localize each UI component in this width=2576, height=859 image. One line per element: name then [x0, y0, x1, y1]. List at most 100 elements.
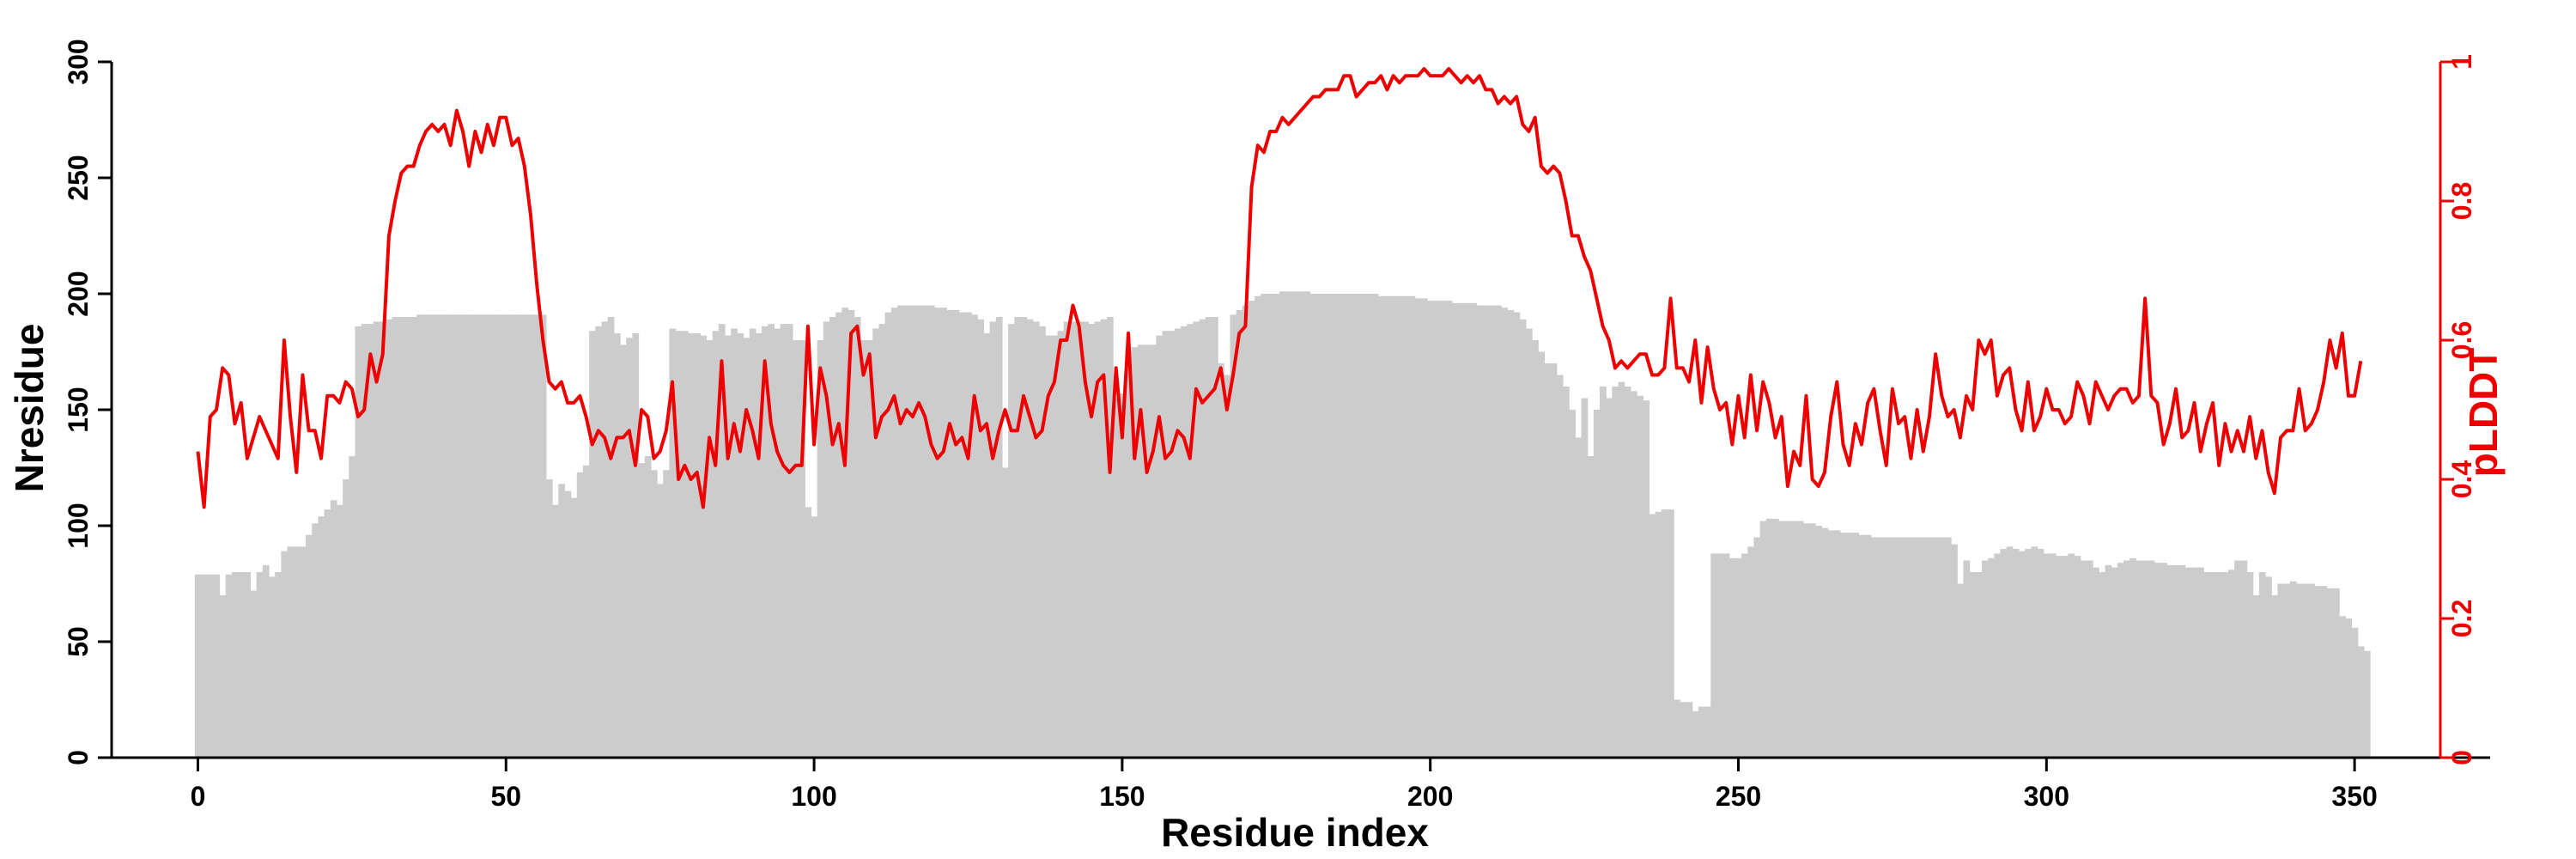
bar — [1957, 583, 1965, 758]
bar — [1144, 344, 1151, 758]
bar — [786, 324, 793, 758]
bar — [545, 479, 553, 758]
bar — [799, 340, 805, 758]
bar — [2203, 572, 2211, 758]
bar — [977, 319, 985, 758]
bar — [1821, 527, 1829, 758]
bar — [386, 319, 393, 758]
bar — [644, 456, 652, 758]
bar — [447, 314, 454, 758]
x-tick-label: 350 — [2331, 781, 2377, 812]
bar — [589, 331, 596, 758]
bar — [1876, 537, 1884, 758]
bar — [1414, 298, 1422, 758]
bar — [1895, 537, 1903, 758]
bar — [2142, 560, 2149, 758]
bar — [669, 328, 677, 758]
bar — [1488, 305, 1496, 758]
bar — [1864, 534, 1872, 758]
bar — [681, 331, 689, 758]
bar — [805, 507, 812, 758]
bar — [1377, 295, 1385, 758]
bar — [1476, 305, 1484, 758]
bar — [2252, 595, 2260, 758]
bar — [1396, 295, 1404, 758]
bar — [1975, 572, 1983, 758]
bar — [1482, 305, 1490, 758]
bar — [275, 572, 282, 758]
bar — [718, 324, 726, 758]
bar — [2136, 560, 2143, 758]
bar — [725, 335, 732, 758]
bar — [1556, 375, 1564, 758]
bar — [1224, 375, 1231, 758]
bar — [194, 574, 202, 758]
bar — [768, 324, 775, 758]
bar — [1637, 395, 1643, 758]
bar — [1457, 302, 1465, 758]
bar — [1187, 324, 1194, 758]
bar — [774, 328, 781, 758]
bar — [1119, 393, 1127, 758]
bar — [422, 314, 430, 758]
bar — [1420, 298, 1428, 758]
bar — [1230, 314, 1237, 758]
bar — [1532, 340, 1539, 758]
bar — [1778, 521, 1785, 758]
bar — [2184, 567, 2192, 758]
bar — [1181, 326, 1188, 758]
bar — [281, 551, 289, 758]
y-left-tick-label: 300 — [63, 39, 94, 84]
bar — [1001, 467, 1009, 758]
x-tick-label: 300 — [2024, 781, 2069, 812]
bar — [1994, 553, 2002, 758]
bar — [1131, 347, 1139, 758]
y-right-tick-label: 0.2 — [2446, 600, 2477, 637]
bar — [515, 314, 522, 758]
x-tick-label: 50 — [490, 781, 521, 812]
bar — [940, 308, 947, 758]
bar — [1643, 400, 1650, 758]
bar — [1297, 291, 1305, 758]
bar — [694, 332, 701, 758]
bar — [1045, 335, 1052, 758]
bar — [1538, 351, 1546, 758]
bar — [2166, 564, 2174, 758]
bar — [1193, 321, 1200, 758]
bar — [207, 574, 215, 758]
bar — [841, 308, 849, 758]
bar — [823, 321, 830, 758]
bar — [1846, 533, 1853, 758]
bar — [2333, 588, 2340, 758]
bar — [2019, 551, 2026, 758]
bar — [687, 332, 695, 758]
bar — [1236, 309, 1243, 758]
bar — [2043, 553, 2050, 758]
y-right-tick-label: 0.4 — [2446, 460, 2477, 499]
bar — [1525, 328, 1533, 758]
bar — [2302, 583, 2309, 758]
bar — [361, 324, 368, 758]
bar — [1156, 335, 1163, 758]
bar — [1273, 294, 1280, 758]
bar — [2129, 557, 2136, 758]
bar — [1088, 324, 1096, 758]
bar — [1858, 534, 1866, 758]
bar — [860, 340, 867, 758]
bar — [576, 472, 584, 758]
bar — [1544, 363, 1552, 758]
bar — [582, 465, 590, 758]
bar — [1710, 553, 1717, 758]
bar — [995, 317, 1003, 758]
bar — [601, 321, 609, 758]
bar — [2111, 567, 2118, 758]
bar — [1340, 294, 1348, 758]
bar — [2357, 646, 2365, 758]
y-left-tick-label: 250 — [63, 155, 94, 200]
bar — [318, 516, 325, 758]
bar — [2178, 564, 2186, 758]
bar — [1315, 294, 1323, 758]
bar — [2031, 546, 2038, 758]
bar — [1612, 387, 1619, 758]
